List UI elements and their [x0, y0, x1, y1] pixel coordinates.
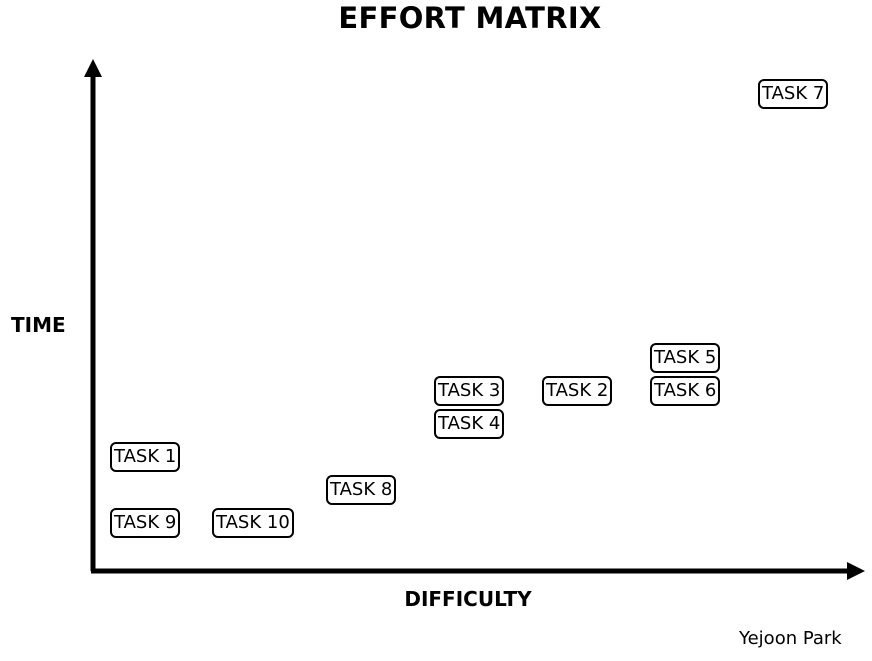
x-axis-arrowhead — [847, 562, 865, 580]
y-axis-label: TIME — [11, 313, 66, 337]
task-box-8: TASK 8 — [326, 475, 397, 505]
y-axis-arrowhead — [84, 59, 102, 77]
task-box-1: TASK 1 — [110, 442, 181, 472]
task-box-3: TASK 3 — [434, 376, 505, 406]
task-box-7: TASK 7 — [758, 79, 829, 109]
task-box-5: TASK 5 — [650, 343, 721, 373]
x-axis-label: DIFFICULTY — [404, 587, 532, 611]
task-box-6: TASK 6 — [650, 376, 721, 406]
author-credit: Yejoon Park — [739, 628, 842, 649]
chart-title: EFFORT MATRIX — [338, 1, 602, 35]
task-box-9: TASK 9 — [110, 508, 181, 538]
task-box-2: TASK 2 — [542, 376, 613, 406]
task-box-4: TASK 4 — [434, 409, 505, 439]
task-box-10: TASK 10 — [212, 508, 294, 538]
